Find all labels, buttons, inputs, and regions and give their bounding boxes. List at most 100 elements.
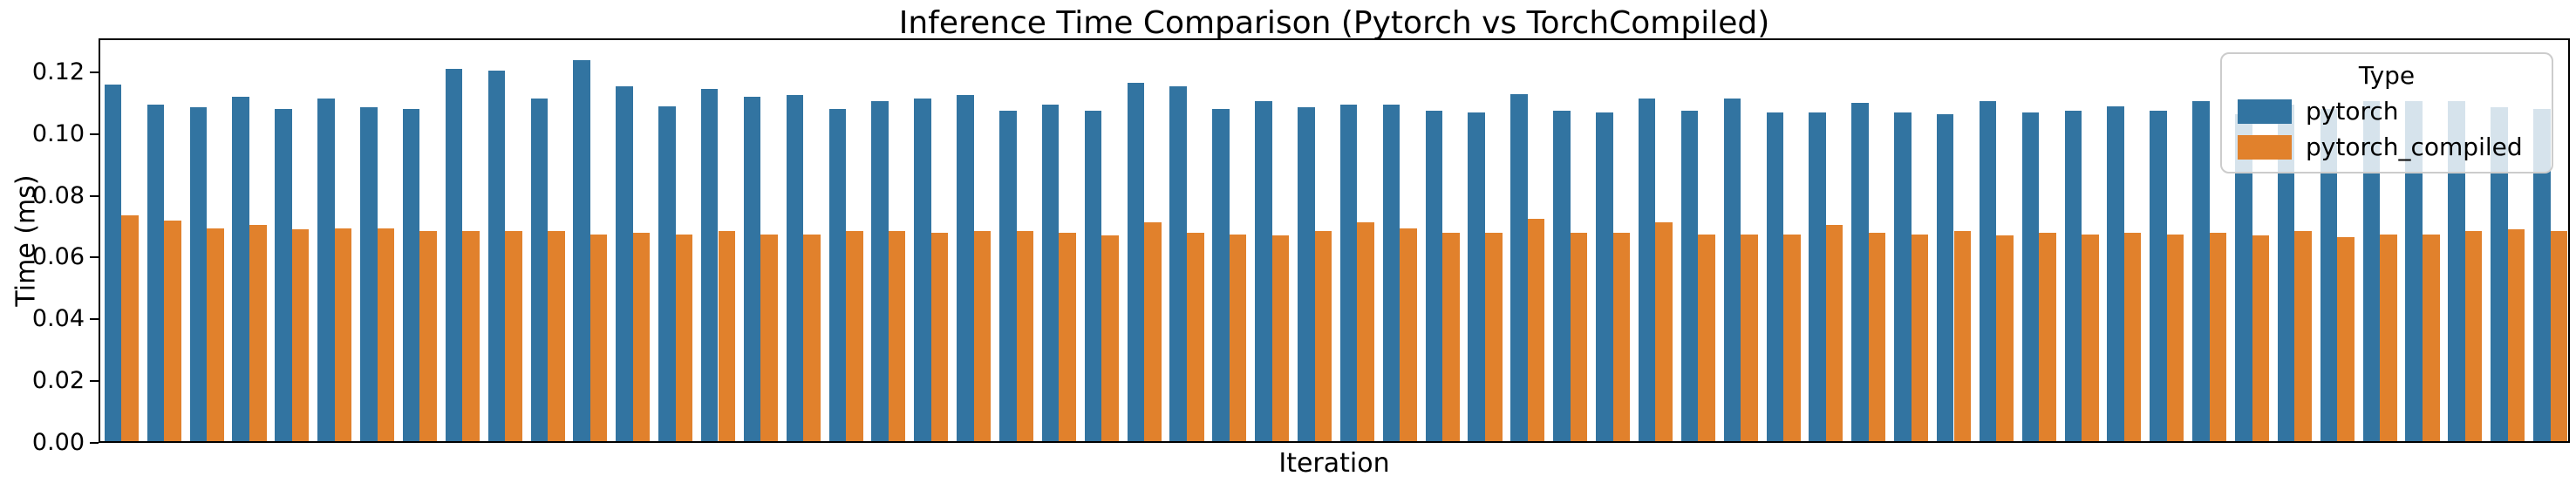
bar-pytorch_compiled (2082, 234, 2099, 441)
bar-pytorch_compiled (589, 234, 608, 441)
bar-pytorch (1553, 111, 1571, 441)
bar-pytorch_compiled (1144, 221, 1162, 441)
bar-pytorch (1680, 111, 1699, 441)
y-tick-mark (90, 71, 99, 73)
y-tick-mark (90, 133, 99, 135)
bar-pytorch (2234, 113, 2252, 441)
bar-pytorch (786, 95, 804, 441)
bar-pytorch_compiled (1527, 218, 1545, 441)
bar-pytorch (1638, 98, 1656, 441)
bar-pytorch_compiled (2422, 234, 2440, 441)
bar-pytorch_compiled (1741, 234, 1758, 441)
bar-pytorch_compiled (930, 232, 949, 441)
bar-pytorch_compiled (2507, 229, 2525, 441)
bar-pytorch_compiled (1868, 232, 1886, 441)
bar-pytorch (1127, 83, 1145, 441)
bar-pytorch_compiled (1655, 221, 1673, 441)
bar-pytorch_compiled (334, 228, 352, 441)
bar-pytorch (2107, 105, 2124, 441)
bar-pytorch (317, 98, 335, 441)
bar-pytorch_compiled (2166, 234, 2184, 441)
bar-pytorch (104, 84, 122, 441)
bar-pytorch_compiled (2294, 231, 2312, 441)
bar-pytorch (871, 101, 889, 441)
bar-pytorch_compiled (462, 231, 480, 441)
bar-pytorch (1894, 112, 1912, 441)
y-tick-mark (90, 256, 99, 259)
bar-pytorch (2533, 109, 2551, 441)
bar-pytorch_compiled (675, 234, 693, 441)
bar-pytorch (275, 109, 292, 441)
bar-pytorch (1809, 112, 1826, 441)
y-tick-label: 0.08 (31, 181, 85, 209)
bar-pytorch_compiled (548, 231, 565, 441)
legend-swatch-pytorch (2238, 99, 2292, 124)
legend: Type pytorch pytorch_compiled (2220, 52, 2553, 173)
bar-pytorch (2277, 104, 2295, 441)
bar-pytorch (1936, 113, 1954, 441)
bar-pytorch_compiled (1101, 235, 1119, 441)
bar-pytorch_compiled (1442, 232, 1460, 441)
y-tick-mark (90, 380, 99, 383)
bar-pytorch_compiled (164, 220, 181, 441)
y-tick-label: 0.02 (31, 367, 85, 395)
bar-pytorch_compiled (2039, 232, 2056, 441)
bar-pytorch (828, 109, 847, 441)
bar-pytorch (743, 97, 761, 441)
bar-pytorch (2448, 101, 2465, 441)
bar-pytorch (1339, 104, 1358, 441)
y-tick-label: 0.04 (31, 305, 85, 333)
bar-pytorch_compiled (505, 231, 522, 441)
bar-pytorch (957, 95, 974, 441)
y-tick-mark (90, 442, 99, 444)
bar-pytorch_compiled (1059, 232, 1076, 441)
bar-pytorch (658, 105, 676, 441)
legend-entry-pytorch-compiled: pytorch_compiled (2238, 133, 2536, 161)
bar-pytorch (2192, 101, 2210, 441)
bar-pytorch (616, 85, 633, 441)
y-tick-label: 0.00 (31, 429, 85, 456)
bar-pytorch_compiled (2252, 235, 2270, 441)
bar-pytorch (1084, 111, 1102, 441)
legend-label-pytorch-compiled: pytorch_compiled (2306, 133, 2523, 161)
bar-pytorch (2021, 112, 2040, 441)
bar-pytorch (1468, 112, 1485, 441)
bar-pytorch_compiled (1357, 221, 1374, 441)
bar-pytorch_compiled (760, 234, 778, 441)
bar-pytorch (445, 69, 463, 441)
bar-pytorch_compiled (1612, 232, 1631, 441)
bar-pytorch (487, 70, 506, 441)
bar-pytorch_compiled (718, 231, 736, 441)
bar-pytorch (1041, 104, 1060, 441)
bar-pytorch (1255, 101, 1272, 441)
bar-pytorch_compiled (1911, 234, 1929, 441)
bar-pytorch (530, 98, 549, 441)
bar-pytorch (2150, 111, 2167, 441)
bar-pytorch (402, 109, 420, 441)
bar-pytorch (1723, 98, 1741, 441)
bar-pytorch_compiled (2464, 231, 2483, 441)
bar-pytorch (2320, 109, 2338, 441)
bar-pytorch_compiled (632, 232, 651, 441)
legend-label-pytorch: pytorch (2306, 97, 2399, 126)
bar-pytorch (700, 89, 719, 441)
bar-pytorch (573, 59, 590, 441)
bar-pytorch_compiled (1953, 231, 1972, 441)
bar-pytorch (189, 107, 208, 441)
bar-pytorch_compiled (1186, 232, 1204, 441)
bar-pytorch (1979, 101, 1997, 441)
bar-pytorch (2064, 111, 2082, 441)
legend-swatch-pytorch-compiled (2238, 134, 2292, 160)
bar-pytorch_compiled (846, 231, 863, 441)
bar-pytorch (1510, 93, 1528, 441)
bar-pytorch (1298, 107, 1315, 441)
bar-pytorch (2362, 101, 2381, 441)
bar-pytorch (1425, 111, 1443, 441)
bar-pytorch_compiled (2550, 231, 2568, 441)
bar-pytorch (2405, 101, 2423, 441)
bar-pytorch_compiled (1271, 235, 1290, 441)
bar-pytorch_compiled (2380, 234, 2397, 441)
bar-pytorch_compiled (1400, 228, 1417, 441)
bar-pytorch_compiled (419, 231, 437, 441)
